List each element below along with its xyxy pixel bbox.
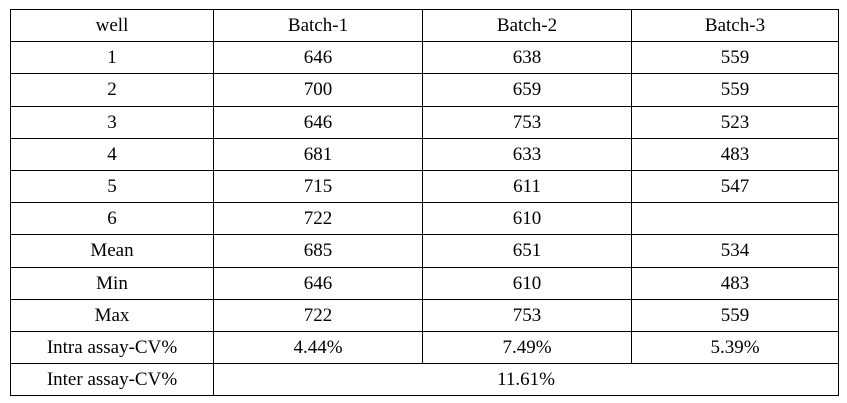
table-row: Intra assay-CV% 4.44% 7.49% 5.39% bbox=[10, 330, 839, 365]
data-table: well Batch-1 Batch-2 Batch-3 1 646 638 559 2 700 6… bbox=[10, 8, 839, 397]
header-row: well Batch-1 Batch-2 Batch-3 bbox=[10, 8, 839, 43]
table-row-cell: 3 bbox=[10, 105, 214, 139]
table-row-cell: 681 bbox=[213, 137, 423, 171]
table-row-cell: 559 bbox=[631, 298, 839, 332]
table-body: well Batch-1 Batch-2 Batch-3 1 646 638 559 2 700 6… bbox=[10, 8, 839, 397]
table-row-cell: 483 bbox=[631, 266, 839, 300]
table-row-cell: 4.44% bbox=[213, 330, 423, 365]
table-row-cell: 559 bbox=[631, 41, 839, 75]
table-row: Min 646 610 483 bbox=[10, 266, 839, 300]
table-row: 3 646 753 523 bbox=[10, 105, 839, 139]
table-row: 6 722 610 bbox=[10, 202, 839, 236]
table-row-cell: 633 bbox=[422, 137, 632, 171]
table-row-cell: 2 bbox=[10, 73, 214, 107]
table-row-cell: Max bbox=[10, 298, 214, 332]
table-row-cell: 523 bbox=[631, 105, 839, 139]
header-row-cell: well bbox=[10, 8, 214, 43]
table-row-cell: 638 bbox=[422, 41, 632, 75]
table-row: 2 700 659 559 bbox=[10, 73, 839, 107]
table-row-cell: 1 bbox=[10, 41, 214, 75]
table-row-cell: 610 bbox=[422, 202, 632, 236]
table-row-cell: 659 bbox=[422, 73, 632, 107]
table-row-cell: 700 bbox=[213, 73, 423, 107]
table-row-cell: 4 bbox=[10, 137, 214, 171]
table-row: Mean 685 651 534 bbox=[10, 234, 839, 268]
table-row-cell: 5 bbox=[10, 169, 214, 204]
table-row-cell: 610 bbox=[422, 266, 632, 300]
table-row-cell: 5.39% bbox=[631, 330, 839, 365]
table-row-cell: 753 bbox=[422, 105, 632, 139]
header-row-cell: Batch-1 bbox=[213, 8, 423, 43]
table-row-cell: Inter assay-CV% bbox=[10, 363, 214, 397]
table-row-cell: 715 bbox=[213, 169, 423, 204]
table-row-cell: 646 bbox=[213, 266, 423, 300]
table-row-cell: 722 bbox=[213, 202, 423, 236]
header-row-cell: Batch-2 bbox=[422, 8, 632, 43]
table-row: 4 681 633 483 bbox=[10, 137, 839, 171]
table-row-cell: 646 bbox=[213, 41, 423, 75]
table-row-cell: Min bbox=[10, 266, 214, 300]
table-row: 5 715 611 547 bbox=[10, 169, 839, 204]
table-row: Inter assay-CV% 11.61% bbox=[10, 363, 839, 397]
table-row-cell: 547 bbox=[631, 169, 839, 204]
table-row-cell: 611 bbox=[422, 169, 632, 204]
table-row-cell: 6 bbox=[10, 202, 214, 236]
table-row-cell bbox=[631, 202, 839, 236]
table-row-cell: 753 bbox=[422, 298, 632, 332]
table-row-cell: 483 bbox=[631, 137, 839, 171]
table-row-cell: 651 bbox=[422, 234, 632, 268]
table-row-cell: 7.49% bbox=[422, 330, 632, 365]
table-row-cell: 559 bbox=[631, 73, 839, 107]
table-row-cell: 646 bbox=[213, 105, 423, 139]
table-row-cell: 11.61% bbox=[213, 363, 839, 397]
header-row-cell: Batch-3 bbox=[631, 8, 839, 43]
table-row-cell: Mean bbox=[10, 234, 214, 268]
table-row-cell: 534 bbox=[631, 234, 839, 268]
table-row-cell: Intra assay-CV% bbox=[10, 330, 214, 365]
table-row-cell: 685 bbox=[213, 234, 423, 268]
table-row-cell: 722 bbox=[213, 298, 423, 332]
table-row: Max 722 753 559 bbox=[10, 298, 839, 332]
table-row: 1 646 638 559 bbox=[10, 41, 839, 75]
